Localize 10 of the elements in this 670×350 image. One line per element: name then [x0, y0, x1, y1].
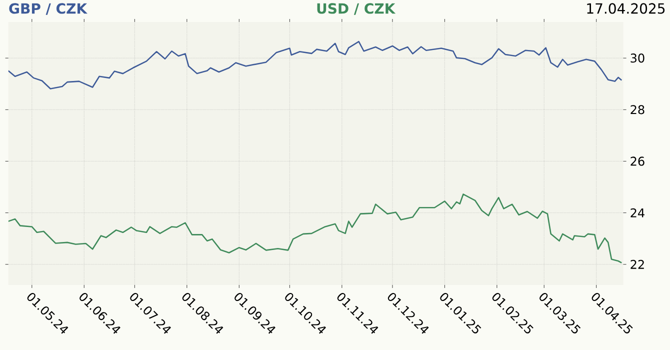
y-tick-label: 30	[630, 54, 644, 63]
line-series	[8, 40, 622, 90]
y-tick-label: 26	[630, 156, 644, 166]
text: USD / CZK	[317, 3, 396, 15]
y-tick-label: 28	[630, 105, 644, 114]
text: GBP / CZK	[9, 3, 88, 15]
text: 17.04.2025	[587, 3, 665, 14]
y-tick-label: 24	[630, 208, 644, 218]
y-tick-label: 22	[630, 260, 644, 269]
line-series	[8, 194, 622, 264]
